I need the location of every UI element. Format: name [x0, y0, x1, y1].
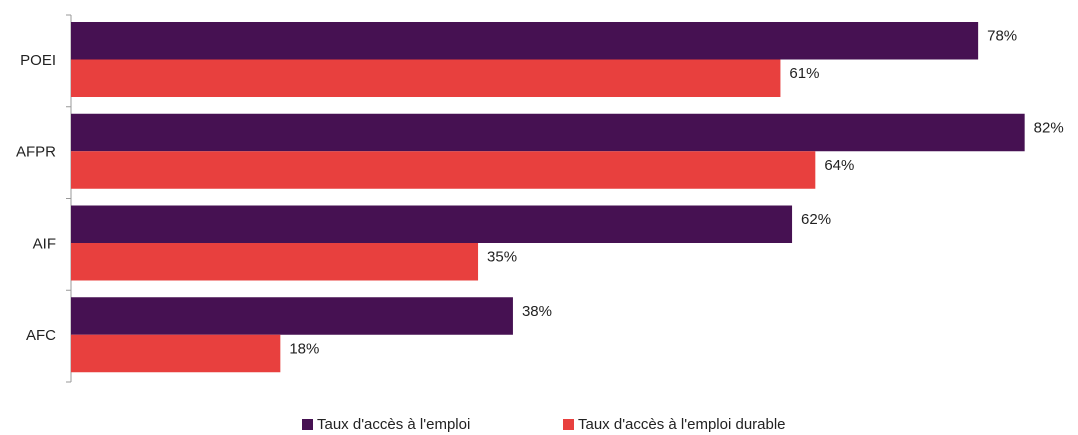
- y-tick-label: POEI: [20, 52, 56, 69]
- bar: [71, 205, 793, 243]
- data-label: 18%: [289, 340, 319, 357]
- data-label: 61%: [789, 65, 819, 82]
- data-label: 62%: [801, 211, 831, 228]
- bar: [71, 113, 1025, 152]
- data-label: 64%: [824, 157, 854, 174]
- bar: [71, 243, 479, 281]
- legend-swatch: [563, 419, 574, 430]
- legend-label: Taux d'accès à l'emploi: [317, 416, 470, 433]
- data-label: 78%: [987, 28, 1017, 45]
- data-label: 38%: [522, 303, 552, 320]
- y-tick-label: AIF: [33, 235, 56, 252]
- bar: [71, 22, 979, 60]
- legend-label: Taux d'accès à l'emploi durable: [578, 416, 786, 433]
- data-label: 35%: [487, 249, 517, 266]
- y-tick-label: AFC: [26, 327, 56, 344]
- y-tick-label: AFPR: [16, 144, 56, 161]
- bar: [71, 334, 281, 373]
- bar: [71, 59, 781, 97]
- bar: [71, 297, 513, 335]
- data-label: 82%: [1034, 119, 1064, 136]
- bar: [71, 151, 816, 189]
- legend-swatch: [302, 419, 313, 430]
